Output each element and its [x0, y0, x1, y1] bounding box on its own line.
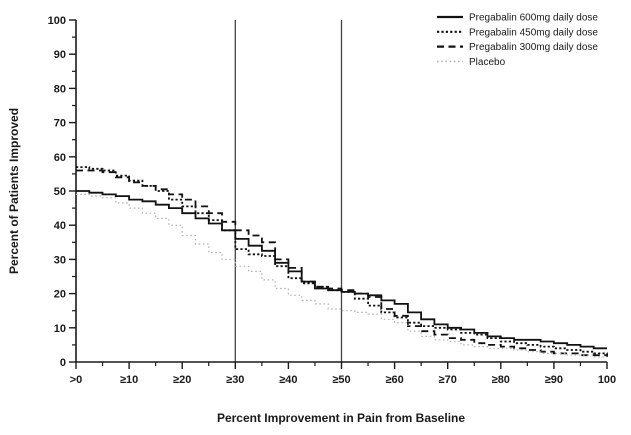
x-tick-label: 100: [598, 374, 616, 386]
series-placebo: [76, 193, 607, 358]
x-tick-label: ≥90: [545, 374, 563, 386]
x-tick-label: ≥40: [279, 374, 297, 386]
y-axis-title: Percent of Patients Improved: [7, 108, 21, 274]
y-tick-label: 40: [54, 220, 66, 232]
legend-label: Pregabalin 300mg daily dose: [469, 42, 598, 53]
y-tick-label: 70: [54, 118, 66, 130]
y-tick-label: 10: [54, 323, 66, 335]
y-tick-label: 50: [54, 186, 66, 198]
axes: 0 10 20 30 40 50 60 70 80 90 100 >0 ≥10 ≥20 ≥30 ≥40 ≥50 ≥…: [48, 15, 617, 386]
x-tick-label: ≥30: [226, 374, 244, 386]
y-tick-label: 80: [54, 83, 66, 95]
y-tick-label: 90: [54, 49, 66, 61]
y-tick-label: 100: [48, 15, 66, 27]
legend: Pregabalin 600mg daily dose Pregabalin 45…: [437, 13, 598, 68]
legend-item: Pregabalin 300mg daily dose: [437, 42, 598, 53]
legend-item: Pregabalin 600mg daily dose: [437, 13, 598, 24]
series-pregabalin-300mg-daily-dose: [76, 169, 608, 357]
x-tick-label: >0: [70, 374, 83, 386]
y-tick-label: 0: [60, 357, 66, 369]
x-tick-label: ≥20: [173, 374, 191, 386]
x-tick-label: ≥10: [120, 374, 138, 386]
x-tick-label: ≥50: [332, 374, 350, 386]
legend-label: Pregabalin 600mg daily dose: [469, 13, 598, 24]
y-tick-label: 20: [54, 289, 66, 301]
data-series: [76, 166, 608, 358]
x-tick-label: ≥80: [492, 374, 510, 386]
legend-item: Pregabalin 450mg daily dose: [437, 27, 598, 38]
reference-lines: [234, 20, 343, 362]
legend-label: Placebo: [469, 57, 506, 68]
legend-label: Pregabalin 450mg daily dose: [469, 27, 598, 38]
y-tick-label: 30: [54, 254, 66, 266]
y-tick-label: 60: [54, 152, 66, 164]
x-tick-label: ≥60: [385, 374, 403, 386]
x-tick-label: ≥70: [439, 374, 457, 386]
legend-item: Placebo: [437, 57, 506, 68]
x-axis-title: Percent Improvement in Pain from Baselin…: [217, 411, 465, 425]
